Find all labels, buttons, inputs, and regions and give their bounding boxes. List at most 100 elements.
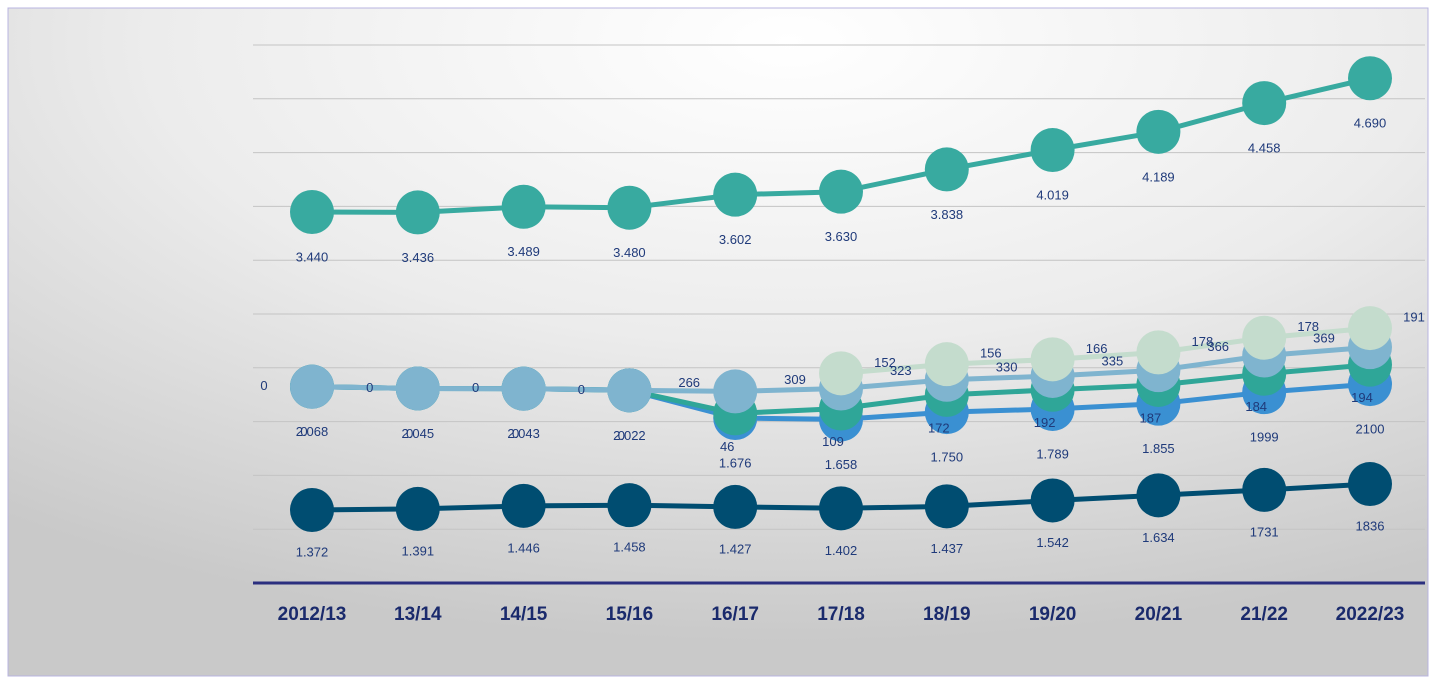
x-tick-label: 17/18 xyxy=(817,604,865,625)
data-point xyxy=(924,342,969,387)
data-label: 0 xyxy=(366,380,373,395)
data-label: 309 xyxy=(784,372,806,387)
data-label: 369 xyxy=(1313,331,1335,346)
data-point xyxy=(1136,109,1181,154)
data-label: 2.068 xyxy=(296,424,329,439)
data-point xyxy=(713,484,758,529)
data-point xyxy=(819,351,863,396)
data-label: 1.427 xyxy=(719,541,752,556)
data-label: 1.402 xyxy=(825,543,858,558)
data-point xyxy=(607,368,652,413)
data-point xyxy=(290,488,334,532)
data-label: 156 xyxy=(980,346,1002,361)
data-point xyxy=(501,483,546,528)
data-label: 3.440 xyxy=(296,249,329,264)
data-label: 2.022 xyxy=(613,428,646,443)
data-label: 109 xyxy=(822,434,844,449)
data-label: 323 xyxy=(890,363,912,378)
data-point xyxy=(1030,337,1075,382)
data-label: 184 xyxy=(1245,399,1267,414)
data-label: 330 xyxy=(996,359,1018,374)
data-label: 3.630 xyxy=(825,229,858,244)
data-label: 2.045 xyxy=(402,426,435,441)
data-point xyxy=(290,364,334,409)
data-point xyxy=(1348,462,1392,507)
data-point xyxy=(1348,306,1392,351)
data-label: 4.690 xyxy=(1354,116,1387,131)
data-label: 178 xyxy=(1192,334,1214,349)
data-label: 366 xyxy=(1207,339,1229,354)
data-label: 2.043 xyxy=(507,426,540,441)
data-label: 3.480 xyxy=(613,245,646,260)
data-label: 2100 xyxy=(1356,422,1385,437)
data-point xyxy=(395,366,440,411)
chart-background xyxy=(7,7,1429,677)
data-label: 1836 xyxy=(1356,518,1385,533)
data-label: 194 xyxy=(1351,390,1373,405)
data-label: 0 xyxy=(260,378,267,393)
data-point xyxy=(290,190,334,234)
data-point xyxy=(1136,473,1181,518)
data-point xyxy=(713,369,758,414)
data-label: 1.789 xyxy=(1036,446,1069,461)
data-point xyxy=(924,484,969,529)
data-label: 4.189 xyxy=(1142,169,1175,184)
data-label: 3.838 xyxy=(931,207,964,222)
data-point xyxy=(1242,81,1287,126)
x-tick-label: 15/16 xyxy=(606,604,654,625)
data-label: 3.602 xyxy=(719,232,752,247)
data-label: 1.676 xyxy=(719,455,752,470)
x-tick-label: 20/21 xyxy=(1135,604,1183,625)
data-label: 152 xyxy=(874,355,896,370)
data-label: 178 xyxy=(1297,319,1319,334)
x-tick-label: 2022/23 xyxy=(1336,604,1405,625)
data-label: 1.542 xyxy=(1036,535,1069,550)
data-point xyxy=(819,486,863,531)
data-label: 1731 xyxy=(1250,524,1279,539)
data-point xyxy=(501,184,546,229)
x-tick-label: 2012/13 xyxy=(278,604,347,625)
data-point xyxy=(1242,467,1287,512)
x-tick-label: 13/14 xyxy=(394,604,442,625)
data-point xyxy=(819,169,863,214)
data-label: 1.750 xyxy=(931,450,964,465)
data-label: 1.446 xyxy=(507,540,540,555)
x-tick-label: 14/15 xyxy=(500,604,548,625)
data-label: 192 xyxy=(1034,415,1056,430)
data-point xyxy=(1030,128,1075,173)
data-point xyxy=(1136,330,1181,375)
data-point xyxy=(924,147,969,192)
x-tick-label: 18/19 xyxy=(923,604,971,625)
data-label: 1.458 xyxy=(613,540,646,555)
data-label: 0 xyxy=(512,426,519,441)
data-point xyxy=(1030,478,1075,523)
data-label: 0 xyxy=(578,382,585,397)
data-point xyxy=(501,366,546,411)
data-label: 0 xyxy=(300,424,307,439)
data-label: 4.458 xyxy=(1248,141,1281,156)
data-point xyxy=(395,190,440,235)
data-label: 1.634 xyxy=(1142,530,1175,545)
data-point xyxy=(607,185,652,230)
data-label: 0 xyxy=(618,428,625,443)
data-label: 1999 xyxy=(1250,430,1279,445)
data-label: 335 xyxy=(1102,354,1124,369)
data-point xyxy=(1242,315,1287,360)
data-label: 1.658 xyxy=(825,457,858,472)
data-label: 3.436 xyxy=(402,250,435,265)
x-tick-label: 19/20 xyxy=(1029,604,1077,625)
data-point xyxy=(713,172,758,217)
data-label: 166 xyxy=(1086,341,1108,356)
data-label: 3.489 xyxy=(507,244,540,259)
data-label: 1.437 xyxy=(931,541,964,556)
data-label: 187 xyxy=(1140,410,1162,425)
data-label: 0 xyxy=(406,426,413,441)
data-label: 46 xyxy=(720,439,734,454)
data-point xyxy=(607,483,652,528)
data-label: 191 xyxy=(1403,310,1425,325)
data-label: 172 xyxy=(928,420,950,435)
data-label: 1.855 xyxy=(1142,441,1175,456)
x-tick-label: 21/22 xyxy=(1240,604,1288,625)
